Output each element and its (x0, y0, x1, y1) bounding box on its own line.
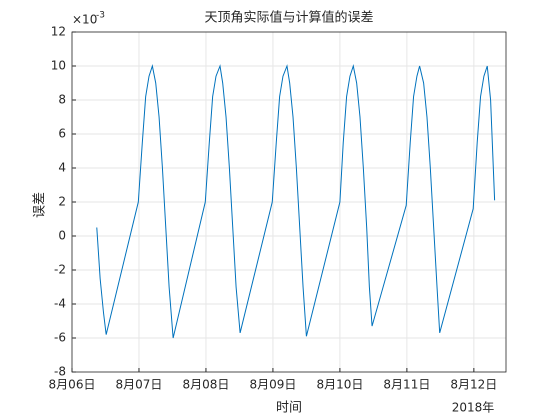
y-tick-label: -8 (54, 365, 66, 379)
y-tick-label: 10 (51, 59, 66, 73)
y-tick-label: 12 (51, 25, 66, 39)
x-tick-label: 8月09日 (249, 378, 296, 392)
y-tick-label: -6 (54, 331, 66, 345)
y-multiplier-power: -3 (96, 11, 105, 21)
data-line (96, 64, 496, 339)
y-axis-label: 误差 (33, 192, 48, 218)
y-tick-label: 4 (58, 161, 66, 175)
y-multiplier-base: ×10 (72, 13, 97, 27)
y-tick-label: -2 (54, 263, 66, 277)
x-tick-label: 8月11日 (383, 378, 430, 392)
x-axis-label: 时间 (276, 401, 302, 416)
y-tick-label: 8 (58, 93, 66, 107)
x-tick-label: 8月07日 (116, 378, 163, 392)
x-tick-label: 8月06日 (49, 378, 96, 392)
x-tick-label: 8月10日 (316, 378, 363, 392)
y-tick-label: 6 (58, 127, 66, 141)
y-tick-label: 0 (58, 229, 66, 243)
chart-title: 天顶角实际值与计算值的误差 (204, 10, 373, 26)
y-tick-label: 2 (58, 195, 66, 209)
x-tick-label: 8月12日 (450, 378, 497, 392)
plot-frame (71, 31, 507, 373)
x-secondary-label: 2018年 (452, 401, 495, 415)
x-tick-label: 8月08日 (182, 378, 229, 392)
y-tick-label: -4 (54, 297, 66, 311)
